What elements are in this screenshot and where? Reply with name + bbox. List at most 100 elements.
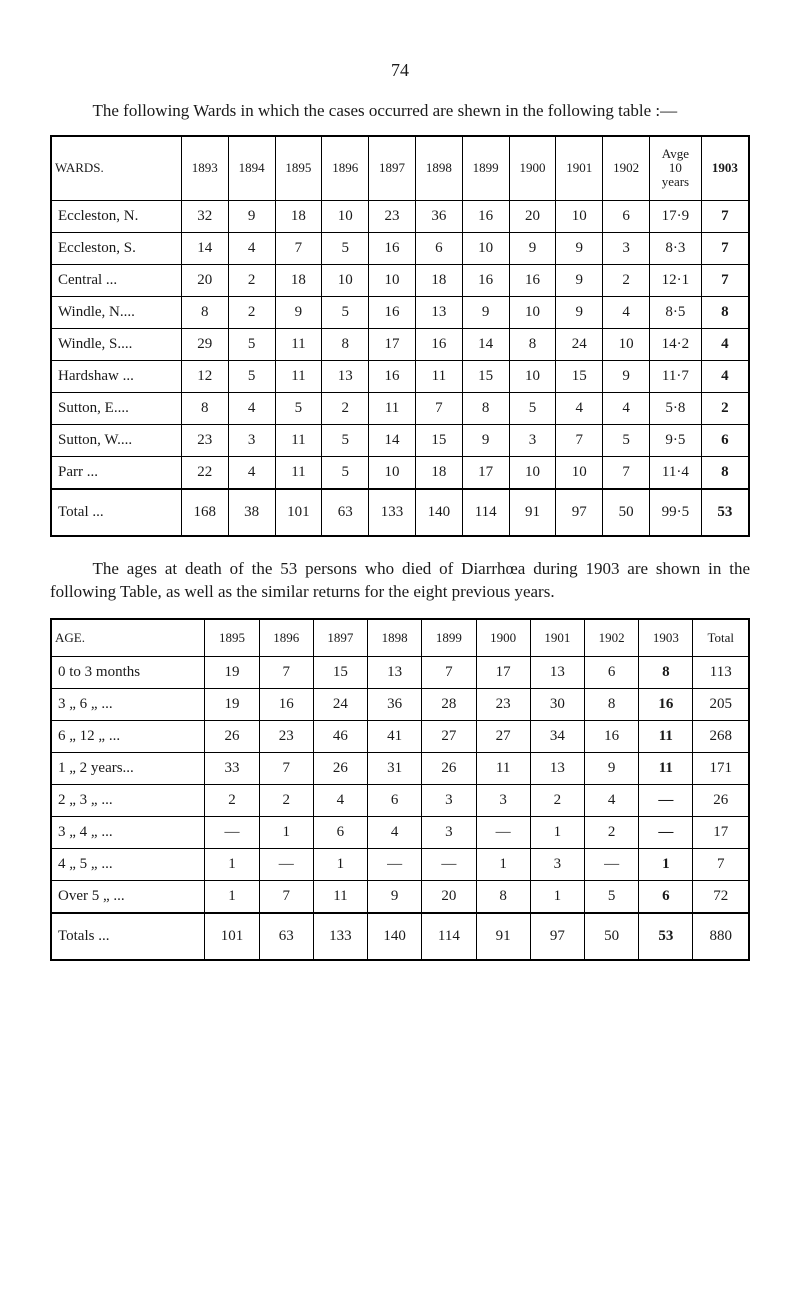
- cell: 18: [415, 264, 462, 296]
- cell: 53: [701, 489, 749, 536]
- cell: 72: [693, 881, 749, 914]
- header2-1895: 1895: [205, 619, 259, 657]
- ward-label: Windle, S....: [51, 328, 181, 360]
- ward-label: Sutton, W....: [51, 424, 181, 456]
- cell: 10: [369, 456, 416, 489]
- cell: 7: [259, 881, 313, 914]
- table-row: 6 „ 12 „ ...262346412727341611268: [51, 721, 749, 753]
- cell: 13: [322, 360, 369, 392]
- cell: 27: [476, 721, 530, 753]
- table-row: 0 to 3 months19715137171368113: [51, 657, 749, 689]
- cell: 17: [462, 456, 509, 489]
- cell: 11: [476, 753, 530, 785]
- cell: 1: [639, 849, 693, 881]
- cell: 8: [322, 328, 369, 360]
- cell: 9·5: [650, 424, 702, 456]
- header-1898: 1898: [415, 136, 462, 200]
- cell: 5: [322, 456, 369, 489]
- cell: 8: [701, 296, 749, 328]
- cell: 2: [530, 785, 584, 817]
- cell: 19: [205, 657, 259, 689]
- header-1895: 1895: [275, 136, 322, 200]
- cell: 53: [639, 913, 693, 960]
- cell: 36: [415, 200, 462, 232]
- table-row: Windle, N....82951613910948·58: [51, 296, 749, 328]
- cell: 101: [275, 489, 322, 536]
- total-label: Totals ...: [51, 913, 205, 960]
- cell: 11·7: [650, 360, 702, 392]
- cell: 10: [462, 232, 509, 264]
- cell: 7: [556, 424, 603, 456]
- cell: 29: [181, 328, 228, 360]
- ward-label: Parr ...: [51, 456, 181, 489]
- cell: 10: [509, 456, 556, 489]
- cell: 20: [422, 881, 476, 914]
- header-1903: 1903: [701, 136, 749, 200]
- cell: 2: [701, 392, 749, 424]
- cell: 10: [509, 296, 556, 328]
- cell: 13: [530, 657, 584, 689]
- avge-line2: 10: [669, 160, 682, 175]
- header-1896: 1896: [322, 136, 369, 200]
- cell: 113: [693, 657, 749, 689]
- cell: 19: [205, 689, 259, 721]
- cell: 23: [476, 689, 530, 721]
- cell: 7: [415, 392, 462, 424]
- total-label: Total ...: [51, 489, 181, 536]
- cell: 26: [693, 785, 749, 817]
- cell: 4: [228, 232, 275, 264]
- cell: 2: [584, 817, 638, 849]
- cell: 4: [584, 785, 638, 817]
- cell: 9: [275, 296, 322, 328]
- cell: 10: [322, 200, 369, 232]
- cell: 24: [313, 689, 367, 721]
- cell: 2: [259, 785, 313, 817]
- header2-1896: 1896: [259, 619, 313, 657]
- cell: 16: [415, 328, 462, 360]
- cell: 7: [701, 232, 749, 264]
- table-row: 1 „ 2 years...3372631261113911171: [51, 753, 749, 785]
- cell: 3: [530, 849, 584, 881]
- cell: 1: [205, 881, 259, 914]
- table-row: Parr ...2241151018171010711·48: [51, 456, 749, 489]
- header-age: AGE.: [51, 619, 205, 657]
- cell: 24: [556, 328, 603, 360]
- cell: 4: [603, 392, 650, 424]
- cell: 11: [639, 753, 693, 785]
- header-1901: 1901: [556, 136, 603, 200]
- header-avge: Avge 10 years: [650, 136, 702, 200]
- cell: 7: [701, 264, 749, 296]
- middle-text: The ages at death of the 53 persons who …: [50, 557, 750, 605]
- cell: 63: [322, 489, 369, 536]
- cell: 7: [259, 657, 313, 689]
- header-1902: 1902: [603, 136, 650, 200]
- cell: 5: [228, 328, 275, 360]
- header2-1901: 1901: [530, 619, 584, 657]
- cell: 12·1: [650, 264, 702, 296]
- cell: 4: [228, 392, 275, 424]
- cell: 10: [556, 200, 603, 232]
- cell: 17·9: [650, 200, 702, 232]
- cell: 23: [369, 200, 416, 232]
- cell: 5: [322, 424, 369, 456]
- cell: 4: [368, 817, 422, 849]
- table-row: Central ...2021810101816169212·17: [51, 264, 749, 296]
- header2-1897: 1897: [313, 619, 367, 657]
- table-row: 4 „ 5 „ ...1—1——13—17: [51, 849, 749, 881]
- cell: 268: [693, 721, 749, 753]
- total-row: Total ...168381016313314011491975099·553: [51, 489, 749, 536]
- avge-line3: years: [662, 174, 689, 189]
- header2-1899: 1899: [422, 619, 476, 657]
- ward-label: Windle, N....: [51, 296, 181, 328]
- age-label: Over 5 „ ...: [51, 881, 205, 914]
- cell: 30: [530, 689, 584, 721]
- cell: 38: [228, 489, 275, 536]
- header-1897: 1897: [369, 136, 416, 200]
- cell: 50: [603, 489, 650, 536]
- cell: 6: [603, 200, 650, 232]
- cell: 8: [181, 296, 228, 328]
- cell: 10: [509, 360, 556, 392]
- cell: 4: [228, 456, 275, 489]
- table-row: 3 „ 6 „ ...19162436282330816205: [51, 689, 749, 721]
- cell: 1: [313, 849, 367, 881]
